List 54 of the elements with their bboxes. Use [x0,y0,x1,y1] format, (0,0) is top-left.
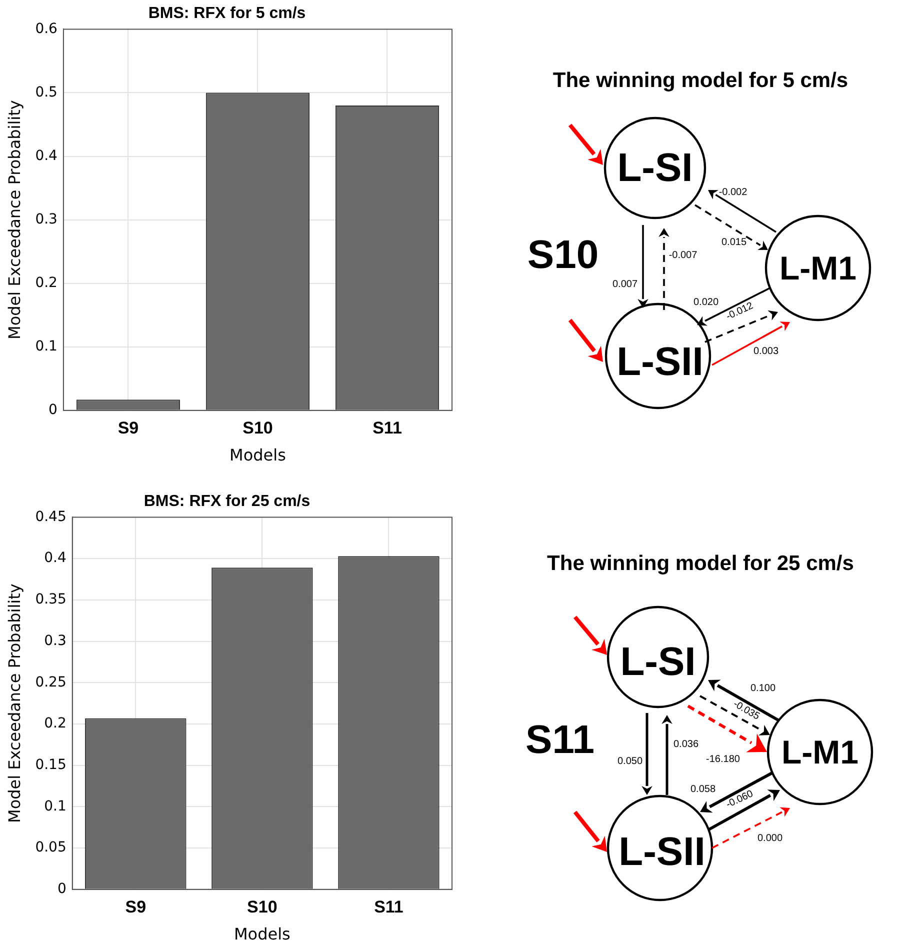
x-tick-label: S11 [372,418,402,438]
text: -16.180 [706,754,740,765]
text: 0.015 [721,237,747,248]
x-tick-label: S9 [118,418,139,438]
y-tick-label: 0.4 [35,148,58,164]
text: L-SI [617,146,693,190]
text: 0.058 [690,784,716,795]
text: 0.100 [750,683,776,694]
text: 0.020 [693,297,719,308]
y-tick-label: 0.15 [35,756,66,773]
text: 0.000 [757,833,783,844]
y-tick-label: 0.05 [35,840,66,856]
text: 0.007 [612,279,638,290]
y-axis-title: Model Exceedance Probability [4,584,24,823]
x-axis-title: Models [234,924,290,944]
y-tick-label: 0.35 [35,592,66,608]
y-tick-label: 0 [48,402,58,418]
y-tick-label: 0.6 [35,20,58,37]
text: The winning model for 5 cm/s [552,69,848,92]
chart-title: BMS: RFX for 5 cm/s [148,5,306,22]
y-tick-label: 0.1 [44,798,66,814]
y-tick-label: 0.45 [35,508,66,525]
y-tick-label: 0.2 [35,274,58,291]
text: -0.002 [718,187,748,198]
y-axis-title: Model Exceedance Probability [4,100,24,340]
y-tick-label: 0.5 [35,84,58,100]
x-tick-label: S9 [125,897,146,916]
y-tick-label: 0 [57,881,66,898]
text: 0.036 [673,739,699,750]
y-tick-label: 0.2 [44,716,66,732]
y-tick-label: 0.3 [35,211,58,228]
x-tick-label: S10 [242,418,273,438]
text: 0.050 [617,756,643,767]
x-axis-title: Models [230,446,286,465]
text: L-SI [620,640,696,684]
x-tick-label: S10 [247,897,278,916]
y-tick-label: 0.25 [35,674,66,690]
text: The winning model for 25 cm/s [547,552,854,575]
x-tick-label: S11 [374,897,404,916]
text: L-M1 [780,250,856,286]
text: L-SII [616,340,704,384]
y-tick-label: 0.3 [44,632,66,649]
text: L-SII [618,830,706,874]
text: -0.012 [724,300,755,323]
text: S10 [527,233,599,277]
text: L-M1 [782,734,858,770]
text: S11 [526,718,594,762]
y-tick-label: 0.1 [35,338,58,355]
text: -0.060 [724,788,755,811]
text: 0.003 [753,346,779,357]
text: -0.007 [668,250,698,261]
y-tick-label: 0.4 [44,550,66,566]
chart-title: BMS: RFX for 25 cm/s [144,493,310,510]
text: -0.035 [731,698,762,722]
